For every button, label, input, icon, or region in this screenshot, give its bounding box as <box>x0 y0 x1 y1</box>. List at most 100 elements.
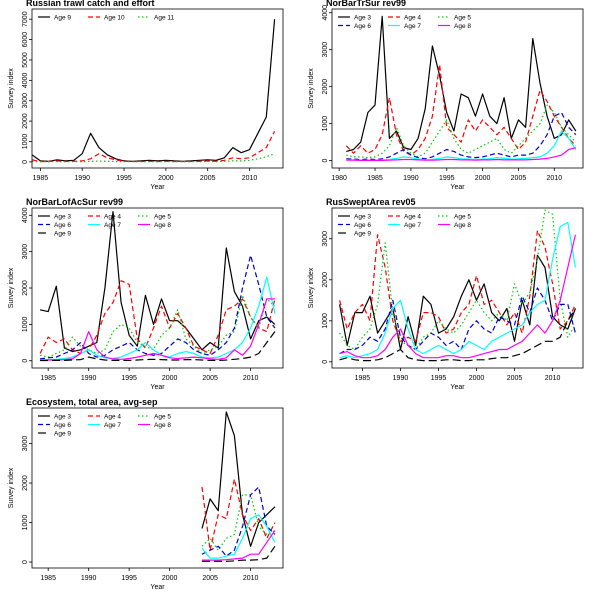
x-tick-label: 1995 <box>121 575 137 582</box>
legend-label: Age 6 <box>54 422 71 429</box>
legend-label: Age 8 <box>454 23 471 30</box>
y-axis-label: Survey index <box>8 68 15 109</box>
x-tick-label: 1995 <box>121 375 137 382</box>
x-tick-label: 1985 <box>40 375 56 382</box>
x-tick-label: 2010 <box>547 175 563 182</box>
x-tick-label: 2000 <box>469 375 485 382</box>
legend-label: Age 4 <box>104 414 121 421</box>
chart-title: RusSweptArea rev05 <box>326 197 416 207</box>
x-tick-label: 1980 <box>331 175 347 182</box>
legend-label: Age 5 <box>154 414 171 421</box>
legend-label: Age 5 <box>154 214 171 221</box>
x-tick-label: 2000 <box>162 375 178 382</box>
x-tick-label: 2010 <box>242 175 258 182</box>
x-axis-label: Year <box>150 584 165 591</box>
x-tick-label: 1985 <box>40 575 56 582</box>
series-line-age-10 <box>32 131 276 163</box>
y-tick-label: 6000 <box>22 32 29 48</box>
plot-frame <box>331 8 584 169</box>
series-line-age-9 <box>202 545 276 562</box>
legend-label: Age 7 <box>404 222 421 229</box>
x-axis-label: Year <box>150 384 165 391</box>
series-line-age-3 <box>339 254 576 351</box>
y-tick-label: 4000 <box>22 207 29 223</box>
series-line-age-5 <box>339 209 576 351</box>
y-tick-label: 2000 <box>322 272 329 288</box>
series-line-age-7 <box>40 276 276 361</box>
series-line-age-11 <box>32 153 275 163</box>
legend: Age 3 Age 4 Age 5 Age 6 Age 7 Age 8 <box>338 15 471 30</box>
x-tick-label: 2005 <box>202 375 218 382</box>
series-layer <box>339 209 576 362</box>
y-tick-label: 2000 <box>22 280 29 296</box>
x-tick-label: 2005 <box>200 175 216 182</box>
series-line-age-5 <box>346 104 577 159</box>
x-tick-label: 2005 <box>507 375 523 382</box>
legend-label: Age 9 <box>354 231 371 238</box>
chart-panel-2: NorBarTrSur rev99 1980 1985 1990 1995 2000 200… <box>308 0 584 191</box>
legend-label: Age 7 <box>104 222 121 229</box>
x-tick-label: 2005 <box>511 175 527 182</box>
series-layer <box>32 19 276 163</box>
x-tick-label: 1990 <box>81 575 97 582</box>
series-line-age-7 <box>346 130 577 161</box>
legend-label: Age 4 <box>404 214 421 221</box>
legend-label: Age 6 <box>354 23 371 30</box>
chart-panel-5: Ecosystem, total area, avg-sep 1985 1990 19… <box>8 397 284 591</box>
x-axis-label: Year <box>450 384 465 391</box>
y-tick-label: 1000 <box>22 134 29 150</box>
y-axis-label: Survey index <box>308 267 315 308</box>
y-axis-label: Survey index <box>8 467 15 508</box>
y-tick-label: 1000 <box>22 515 29 531</box>
series-line-age-4 <box>39 280 276 355</box>
series-line-age-6 <box>201 486 276 557</box>
x-tick-label: 2010 <box>243 575 259 582</box>
y-tick-label: 0 <box>22 359 29 363</box>
y-axis-label: Survey index <box>8 267 15 308</box>
y-tick-label: 0 <box>22 160 29 164</box>
series-line-age-8 <box>339 234 576 359</box>
x-tick-label: 1985 <box>367 175 383 182</box>
chart-panel-3: NorBarLofAcSur rev99 1985 1990 1995 2000 2005… <box>8 197 284 391</box>
legend-label: Age 5 <box>454 214 471 221</box>
x-tick-label: 1995 <box>431 375 447 382</box>
legend-label: Age 5 <box>454 15 471 22</box>
series-line-age-8 <box>202 530 276 561</box>
y-tick-label: 1000 <box>22 316 29 332</box>
series-line-age-9 <box>40 331 276 362</box>
legend-label: Age 9 <box>54 15 71 22</box>
series-line-age-8 <box>40 298 275 361</box>
series-line-age-4 <box>345 63 577 156</box>
x-tick-label: 2000 <box>158 175 174 182</box>
legend-label: Age 8 <box>154 222 171 229</box>
series-line-age-6 <box>40 254 276 360</box>
y-tick-label: 2000 <box>22 113 29 129</box>
y-tick-label: 2000 <box>322 79 329 95</box>
series-line-age-6 <box>339 287 576 355</box>
x-tick-label: 1990 <box>393 375 409 382</box>
legend: Age 9 Age 10 Age 11 <box>38 15 175 22</box>
y-axis-label: Survey index <box>308 68 315 109</box>
y-tick-label: 7000 <box>22 11 29 27</box>
series-line-age-7 <box>339 221 576 359</box>
chart-title: Russian trawl catch and effort <box>26 0 155 8</box>
series-line-age-4 <box>339 230 576 342</box>
y-tick-label: 3000 <box>22 436 29 452</box>
legend-label: Age 8 <box>454 222 471 229</box>
legend-label: Age 11 <box>154 15 175 22</box>
x-axis-label: Year <box>450 184 465 191</box>
chart-panel-1: Russian trawl catch and effort 1985 1990 19… <box>8 0 284 191</box>
y-tick-label: 0 <box>22 560 29 564</box>
series-line-age-3 <box>201 411 276 547</box>
series-line-age-6 <box>346 111 577 161</box>
y-tick-label: 4000 <box>22 72 29 88</box>
series-line-age-3 <box>39 211 276 353</box>
legend-label: Age 8 <box>154 422 171 429</box>
x-tick-label: 1995 <box>439 175 455 182</box>
legend-label: Age 9 <box>54 231 71 238</box>
series-line-age-3 <box>346 15 577 152</box>
chart-title: Ecosystem, total area, avg-sep <box>26 397 158 407</box>
y-tick-label: 1000 <box>322 313 329 329</box>
y-tick-label: 3000 <box>322 42 329 58</box>
legend-label: Age 3 <box>354 15 371 22</box>
